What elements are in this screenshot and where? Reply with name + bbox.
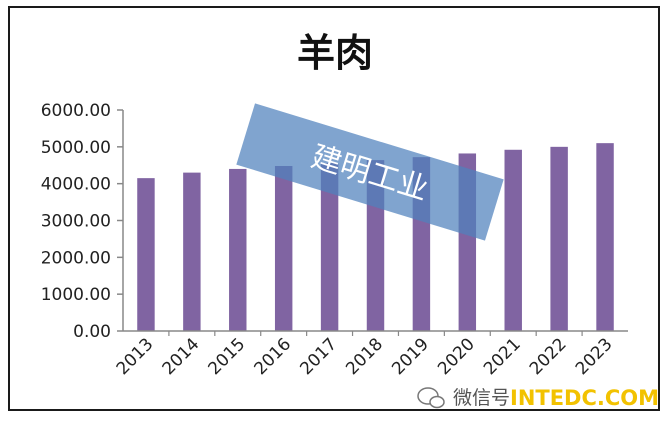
x-tick-label: 2017: [296, 334, 341, 379]
y-tick-label: 5000.00: [41, 138, 111, 158]
watermark-banner: [236, 103, 504, 241]
bar-2014: [183, 172, 201, 331]
y-tick-label: 0.00: [73, 322, 111, 342]
wechat-icon: [417, 387, 445, 409]
x-tick-label: 2013: [113, 334, 158, 379]
x-tick-label: 2015: [205, 334, 250, 379]
bar-2015: [229, 168, 247, 331]
y-axis-ticks: 0.00 1000.00 2000.00 3000.00 4000.00 5000.00 6…: [41, 101, 123, 342]
x-tick-label: 2023: [572, 334, 617, 379]
bar-2016: [274, 165, 293, 331]
x-tick-label: 2018: [342, 334, 387, 379]
x-tick-label: 2014: [159, 334, 204, 379]
y-tick-label: 1000.00: [41, 285, 111, 305]
bar-2013: [137, 178, 155, 331]
bar-2023: [596, 143, 614, 331]
footer-source-label: 微信号: [453, 387, 510, 409]
chart-title: 羊肉: [297, 31, 373, 75]
bar-2022: [550, 146, 568, 331]
x-tick-label: 2019: [388, 334, 433, 379]
bar-2017: [320, 163, 339, 331]
x-tick-label: 2020: [434, 334, 479, 379]
footer-site: INTEDC.COM: [510, 386, 659, 410]
y-tick-label: 3000.00: [41, 212, 111, 232]
x-axis-ticks: 2013 2014 2015 2016 2017 2018 2019 2020 2021 2022…: [113, 331, 617, 379]
bar-2021: [504, 149, 522, 331]
y-tick-label: 2000.00: [41, 248, 111, 268]
y-tick-label: 6000.00: [41, 101, 111, 121]
x-tick-label: 2016: [250, 334, 295, 379]
x-tick-label: 2021: [480, 334, 525, 379]
footer: 微信号 INTEDC.COM: [417, 386, 659, 410]
y-tick-label: 4000.00: [41, 175, 111, 195]
x-tick-label: 2022: [526, 334, 571, 379]
